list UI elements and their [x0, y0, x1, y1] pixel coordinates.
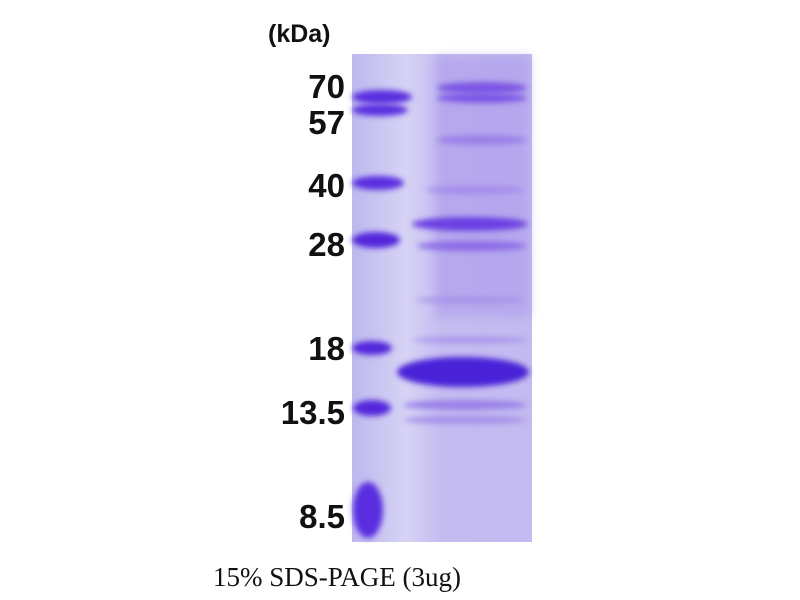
- sample-band: [417, 241, 527, 251]
- marker-band-70: [352, 90, 412, 104]
- sample-band: [412, 217, 528, 231]
- marker-band-8.5: [353, 482, 383, 538]
- caption: 15% SDS-PAGE (3ug): [213, 562, 462, 592]
- sample-band: [412, 337, 528, 343]
- sample-band: [437, 93, 527, 103]
- sample-band: [437, 82, 527, 94]
- marker-band-18: [352, 341, 392, 355]
- marker-band-28: [352, 232, 400, 248]
- marker-label-28: 28: [308, 226, 345, 263]
- sample-band: [425, 186, 525, 194]
- sample-lane: [397, 82, 529, 424]
- marker-lane: [352, 90, 412, 538]
- marker-label-70: 70: [308, 68, 345, 105]
- sample-band: [437, 135, 527, 145]
- unit-label: (kDa): [268, 20, 331, 48]
- marker-label-18: 18: [308, 330, 345, 367]
- sample-band-main: [397, 357, 529, 387]
- marker-label-13.5: 13.5: [280, 394, 345, 431]
- sample-band: [415, 297, 525, 303]
- marker-label-40: 40: [308, 167, 345, 204]
- marker-band-57: [352, 104, 408, 116]
- marker-band-13.5: [353, 400, 391, 416]
- marker-label-57: 57: [308, 104, 345, 141]
- sample-band: [403, 400, 527, 410]
- sample-band: [403, 416, 527, 424]
- marker-band-40: [352, 176, 404, 190]
- marker-label-8.5: 8.5: [299, 498, 345, 535]
